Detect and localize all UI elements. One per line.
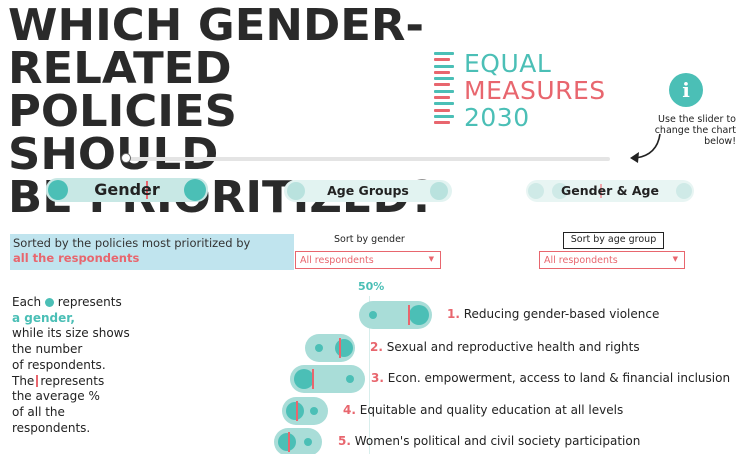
gender-dot-a[interactable] (294, 369, 314, 389)
policy-label: 2. Sexual and reproductive health and ri… (370, 340, 640, 354)
policy-row: 1. Reducing gender-based violence (0, 301, 736, 329)
tab-gender-dot-left (48, 180, 68, 200)
sorted-by-highlight: all the respondents (13, 251, 140, 265)
sort-by-gender-select[interactable]: All respondents ▼ (295, 251, 441, 269)
teal-dot-icon (44, 298, 54, 307)
sorted-by-note: Sorted by the policies most prioritized … (10, 234, 294, 270)
logo-bars-icon (434, 52, 456, 128)
tab-gender-age-label: Gender & Age (561, 183, 659, 198)
average-mark (288, 432, 290, 452)
policy-text: Equitable and quality education at all l… (359, 403, 624, 417)
reference-label-50: 50% (358, 280, 385, 293)
logo-bar (434, 58, 450, 62)
policy-text: Econ. empowerment, access to land & fina… (387, 371, 731, 385)
tab-ga-mark (600, 184, 602, 198)
average-mark-icon (36, 374, 39, 387)
logo-bar (434, 89, 454, 93)
gender-dot-b[interactable] (310, 407, 318, 415)
tab-ga-dot-2 (552, 183, 568, 199)
policy-row: 4. Equitable and quality education at al… (0, 397, 736, 425)
curved-arrow-icon (630, 133, 661, 163)
sort-by-age-value: All respondents (544, 255, 618, 266)
policy-text: Women's political and civil society part… (354, 434, 641, 448)
equal-measures-logo: EQUAL MEASURES 2030 (434, 50, 624, 132)
logo-bar (434, 114, 454, 118)
slider-note: Use the slider to change the chart below… (654, 114, 736, 147)
tab-gender[interactable]: Gender (46, 178, 208, 202)
average-mark (312, 369, 314, 389)
policy-row: 2. Sexual and reproductive health and ri… (0, 334, 736, 362)
reference-line-50 (369, 296, 370, 454)
gender-dot-b[interactable] (304, 438, 312, 446)
policy-label: 3. Econ. empowerment, access to land & f… (371, 371, 730, 385)
tab-ga-dot-1 (528, 183, 544, 199)
range-pill[interactable] (274, 428, 322, 454)
legend-explanation: Each represents a gender, while its size… (12, 295, 130, 435)
range-pill[interactable] (282, 397, 328, 425)
slider-track[interactable] (128, 157, 610, 161)
range-pill[interactable] (359, 301, 432, 329)
policy-text: Reducing gender-based violence (463, 307, 660, 321)
policy-rank: 4. (343, 403, 356, 417)
tab-gender-mark (146, 181, 148, 199)
policy-rank: 3. (371, 371, 384, 385)
logo-text-3: 2030 (464, 103, 530, 132)
title-line-1: WHICH GENDER-RELATED (8, 0, 425, 94)
info-icon: i (682, 78, 690, 102)
range-pill[interactable] (290, 365, 365, 393)
title-line-2: POLICIES SHOULD (8, 86, 237, 180)
range-pill[interactable] (305, 334, 355, 362)
sort-by-age-group-button[interactable]: Sort by age group (563, 232, 664, 249)
tab-gender-age[interactable]: Gender & Age (526, 180, 694, 202)
tab-age-dot-left (287, 182, 305, 200)
logo-text-1: EQUAL (464, 49, 552, 78)
sorted-by-prefix: Sorted by the policies most prioritized … (13, 236, 251, 250)
gender-dot-a[interactable] (278, 433, 296, 451)
logo-text-2: MEASURES (464, 76, 606, 105)
policy-row: 5. Women's political and civil society p… (0, 428, 736, 454)
policy-text: Sexual and reproductive health and right… (386, 340, 640, 354)
policy-rank: 1. (447, 307, 460, 321)
tab-age-groups[interactable]: Age Groups (284, 180, 452, 202)
sort-by-gender-value: All respondents (300, 255, 374, 266)
tab-ga-dot-3 (676, 183, 692, 199)
average-mark (296, 401, 298, 421)
chevron-down-icon: ▼ (428, 255, 434, 263)
slider-handle[interactable] (121, 153, 131, 163)
logo-bar (434, 52, 454, 55)
logo-bar (434, 96, 450, 100)
chevron-down-icon: ▼ (672, 255, 678, 263)
average-mark (408, 305, 410, 325)
gender-dot-a[interactable] (286, 402, 304, 420)
tab-gender-dot-right (184, 179, 206, 201)
gender-dot-a[interactable] (315, 344, 323, 352)
policy-label: 1. Reducing gender-based violence (447, 307, 659, 321)
gender-dot-b[interactable] (346, 375, 354, 383)
logo-bar (434, 64, 454, 68)
logo-bar (434, 77, 454, 81)
gender-dot-b[interactable] (335, 339, 353, 357)
average-mark (339, 338, 341, 358)
gender-dot-b[interactable] (409, 305, 429, 325)
logo-bar (434, 70, 450, 74)
tab-age-dot-right (430, 182, 448, 200)
policy-rank: 2. (370, 340, 383, 354)
logo-bar (434, 83, 450, 87)
gender-dot-a[interactable] (369, 311, 377, 319)
tab-gender-label: Gender (94, 180, 160, 199)
policy-row: 3. Econ. empowerment, access to land & f… (0, 365, 736, 393)
logo-bar (434, 102, 454, 106)
policy-rank: 5. (338, 434, 351, 448)
sort-by-age-select[interactable]: All respondents ▼ (539, 251, 685, 269)
sort-by-gender-label: Sort by gender (334, 234, 405, 245)
tab-age-groups-label: Age Groups (327, 183, 409, 198)
logo-bar (434, 108, 450, 112)
policy-label: 5. Women's political and civil society p… (338, 434, 640, 448)
info-button[interactable]: i (669, 73, 703, 107)
policy-label: 4. Equitable and quality education at al… (343, 403, 623, 417)
logo-bar (434, 121, 450, 125)
